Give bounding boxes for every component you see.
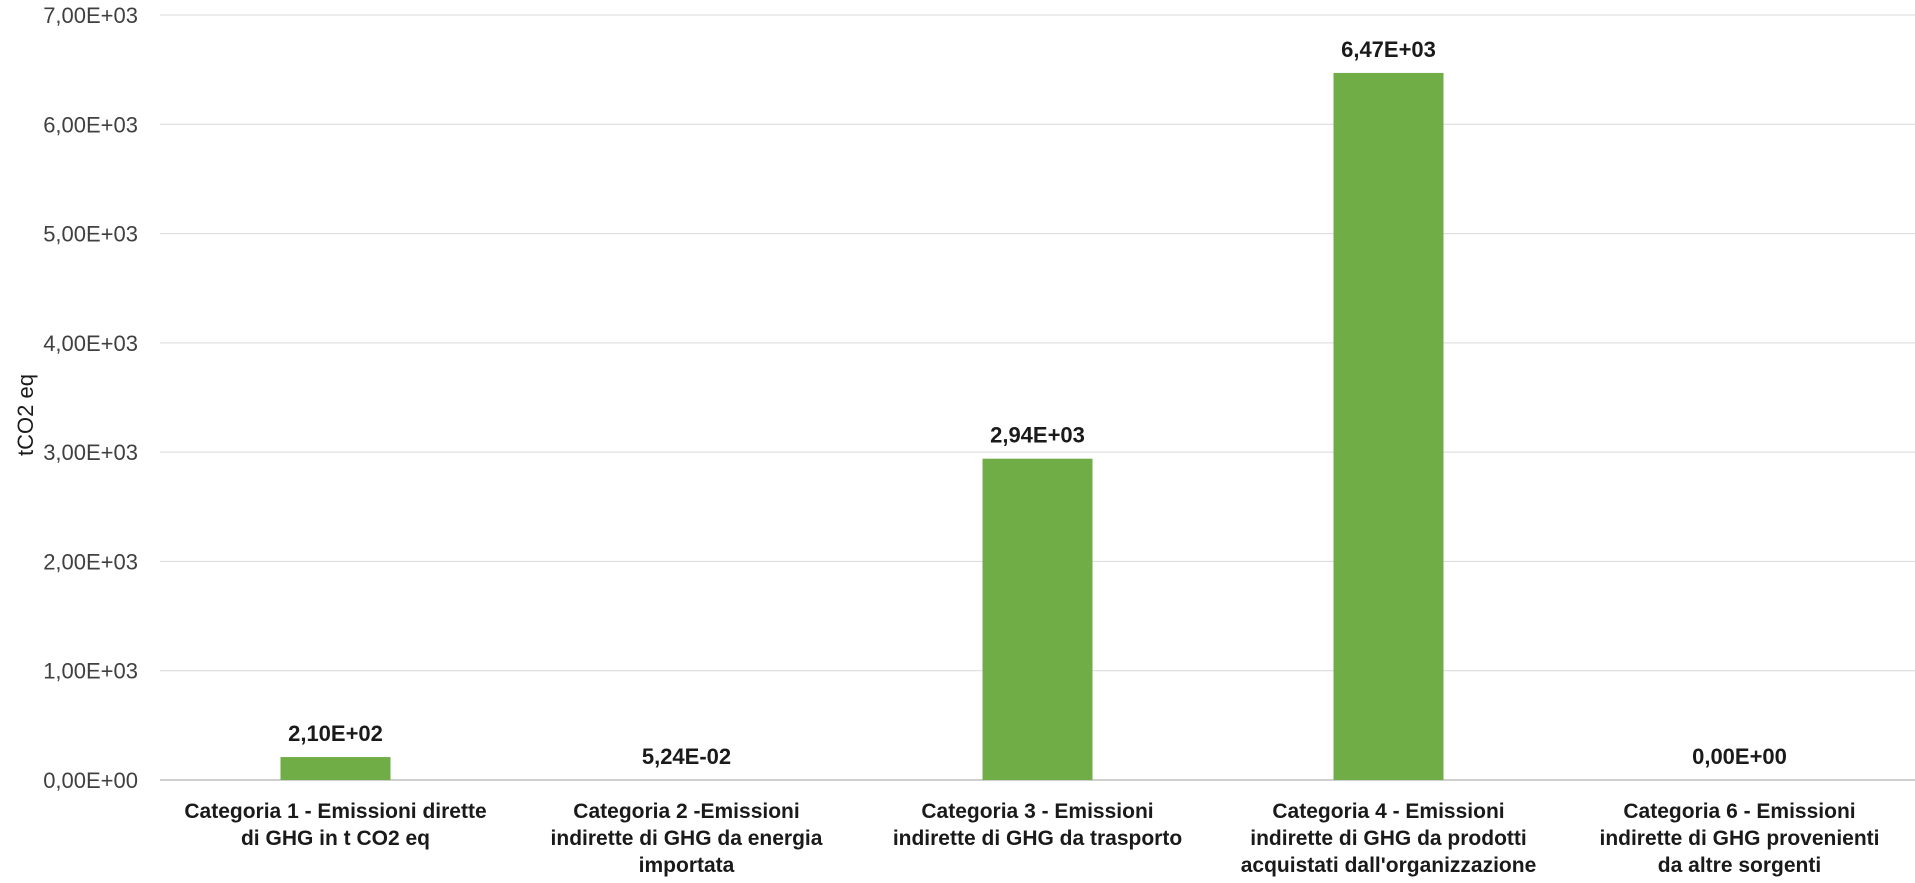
y-tick-label: 1,00E+03 — [43, 659, 138, 684]
data-labels: 2,10E+02 5,24E-02 2,94E+03 6,47E+03 0,00E+00 — [288, 37, 1787, 769]
data-label: 2,10E+02 — [288, 721, 383, 746]
bar — [280, 757, 391, 780]
x-category-label: Categoria 2 -Emissioni indirette di GHG d… — [551, 800, 823, 877]
bar — [982, 458, 1093, 780]
bars — [280, 72, 1444, 780]
data-label: 0,00E+00 — [1692, 744, 1787, 769]
y-tick-label: 5,00E+03 — [43, 222, 138, 247]
y-axis-ticks: 0,00E+00 1,00E+03 2,00E+03 3,00E+03 4,00E+03… — [43, 3, 138, 793]
y-tick-label: 2,00E+03 — [43, 549, 138, 574]
data-label: 6,47E+03 — [1341, 37, 1436, 62]
data-label: 5,24E-02 — [642, 744, 731, 769]
y-tick-label: 7,00E+03 — [43, 3, 138, 28]
y-tick-label: 6,00E+03 — [43, 112, 138, 137]
y-tick-label: 4,00E+03 — [43, 331, 138, 356]
x-category-label: Categoria 1 - Emissioni dirette di GHG in… — [184, 800, 486, 850]
x-category-label: Categoria 4 - Emissioni indirette di GHG … — [1241, 800, 1537, 877]
gridlines — [160, 14, 1915, 781]
data-label: 2,94E+03 — [990, 423, 1085, 448]
y-tick-label: 3,00E+03 — [43, 440, 138, 465]
x-axis-categories: Categoria 1 - Emissioni dirette di GHG in… — [184, 800, 1879, 877]
x-category-label: Categoria 3 - Emissioni indirette di GHG … — [893, 800, 1182, 850]
x-category-label: Categoria 6 - Emissioni indirette di GHG … — [1599, 800, 1879, 877]
y-tick-label: 0,00E+00 — [43, 768, 138, 793]
y-axis-label: tCO2 eq — [13, 374, 38, 456]
bar — [1333, 72, 1444, 780]
